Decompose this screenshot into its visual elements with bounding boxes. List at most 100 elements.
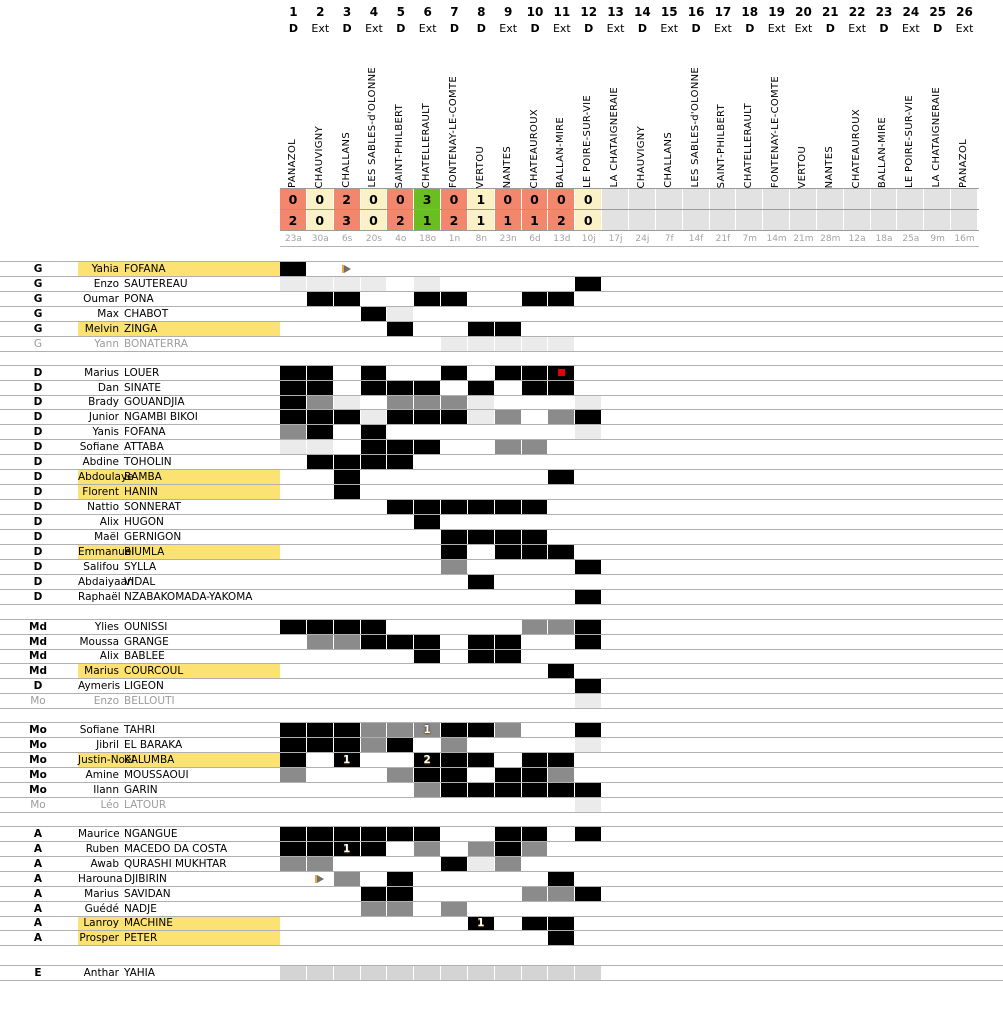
appearance-cell[interactable] [656, 664, 683, 679]
appearance-cell[interactable] [951, 589, 978, 604]
appearance-cell[interactable] [897, 529, 925, 544]
appearance-cell[interactable] [387, 826, 415, 841]
appearance-cell[interactable] [307, 886, 334, 901]
appearance-cell[interactable] [790, 544, 817, 559]
appearance-cell[interactable] [817, 380, 844, 395]
appearance-cell[interactable] [710, 559, 737, 574]
appearance-cell[interactable] [817, 529, 844, 544]
appearance-cell[interactable] [924, 931, 952, 946]
appearance-cell[interactable] [306, 365, 334, 380]
appearance-cell[interactable] [334, 440, 361, 455]
appearance-cell[interactable] [361, 559, 388, 574]
appearance-cell[interactable] [871, 723, 898, 738]
appearance-cell[interactable] [629, 664, 656, 679]
appearance-cell[interactable] [924, 395, 952, 410]
appearance-cell[interactable] [817, 886, 844, 901]
appearance-cell[interactable] [871, 365, 898, 380]
appearance-cell[interactable] [871, 470, 898, 485]
appearance-cell[interactable] [871, 395, 898, 410]
appearance-cell[interactable] [387, 544, 415, 559]
appearance-cell[interactable] [763, 966, 791, 981]
appearance-cell[interactable] [790, 856, 817, 871]
score-away-cell[interactable]: 0 [360, 210, 388, 230]
appearance-cell[interactable] [441, 410, 468, 425]
appearance-cell[interactable] [790, 753, 817, 768]
appearance-cell[interactable] [656, 529, 683, 544]
appearance-cell[interactable] [871, 291, 898, 306]
appearance-cell[interactable] [575, 440, 603, 455]
appearance-cell[interactable] [951, 753, 978, 768]
appearance-cell[interactable] [629, 723, 656, 738]
appearance-cell[interactable] [495, 871, 522, 886]
appearance-cell[interactable] [522, 485, 549, 500]
appearance-cell[interactable] [548, 871, 576, 886]
appearance-cell[interactable] [710, 291, 737, 306]
appearance-cell[interactable] [871, 544, 898, 559]
appearance-cell[interactable] [897, 574, 925, 589]
appearance-cell[interactable] [844, 321, 871, 336]
appearance-cell[interactable] [656, 395, 683, 410]
appearance-cell[interactable] [602, 574, 629, 589]
score-away-cell[interactable] [655, 210, 683, 230]
appearance-cell[interactable] [494, 649, 522, 664]
appearance-cell[interactable] [763, 365, 791, 380]
appearance-cell[interactable] [629, 783, 656, 797]
appearance-cell[interactable] [656, 589, 683, 604]
appearance-cell[interactable] [387, 694, 415, 709]
score-home-cell[interactable]: 0 [387, 189, 415, 209]
appearance-cell[interactable] [280, 470, 307, 485]
score-home-cell[interactable] [682, 189, 710, 209]
appearance-cell[interactable] [736, 753, 764, 768]
appearance-cell[interactable] [817, 515, 844, 529]
appearance-cell[interactable] [387, 738, 415, 753]
appearance-cell[interactable] [871, 276, 898, 291]
appearance-cell[interactable] [414, 291, 442, 306]
appearance-cell[interactable] [951, 916, 978, 931]
appearance-cell[interactable] [495, 753, 522, 768]
appearance-cell[interactable] [844, 395, 871, 410]
appearance-cell[interactable] [763, 738, 791, 753]
appearance-cell[interactable] [951, 410, 978, 425]
appearance-cell[interactable] [710, 574, 737, 589]
appearance-cell[interactable] [387, 783, 415, 797]
appearance-cell[interactable] [951, 723, 978, 738]
appearance-cell[interactable] [522, 559, 549, 574]
appearance-cell[interactable] [790, 500, 817, 514]
appearance-cell[interactable] [467, 529, 495, 544]
appearance-cell[interactable] [736, 365, 764, 380]
appearance-cell[interactable] [602, 679, 629, 694]
appearance-cell[interactable] [387, 425, 415, 440]
appearance-cell[interactable] [763, 262, 791, 276]
appearance-cell[interactable] [334, 886, 361, 901]
appearance-cell[interactable] [683, 544, 710, 559]
appearance-cell[interactable] [871, 529, 898, 544]
appearance-cell[interactable] [817, 826, 844, 841]
appearance-cell[interactable] [494, 826, 522, 841]
appearance-cell[interactable] [575, 380, 603, 395]
appearance-cell[interactable] [763, 544, 791, 559]
appearance-cell[interactable] [306, 966, 334, 981]
appearance-cell[interactable] [495, 425, 522, 440]
appearance-cell[interactable] [683, 694, 710, 709]
appearance-cell[interactable] [683, 783, 710, 797]
appearance-cell[interactable] [495, 380, 522, 395]
score-away-cell[interactable]: 2 [548, 210, 576, 230]
appearance-cell[interactable] [710, 306, 737, 321]
appearance-cell[interactable] [307, 931, 334, 946]
appearance-cell[interactable] [280, 425, 307, 440]
appearance-cell[interactable] [763, 380, 791, 395]
appearance-cell[interactable] [575, 544, 603, 559]
appearance-cell[interactable] [683, 634, 710, 649]
appearance-cell[interactable] [710, 738, 737, 753]
appearance-cell[interactable] [763, 871, 791, 886]
appearance-cell[interactable] [683, 649, 710, 664]
appearance-cell[interactable] [441, 619, 468, 634]
appearance-cell[interactable] [467, 841, 495, 856]
appearance-cell[interactable] [790, 365, 817, 380]
appearance-cell[interactable] [468, 768, 495, 782]
appearance-cell[interactable] [710, 336, 737, 351]
appearance-cell[interactable] [280, 694, 307, 709]
appearance-cell[interactable] [736, 321, 764, 336]
appearance-cell[interactable] [736, 768, 764, 782]
score-home-cell[interactable] [628, 189, 656, 209]
